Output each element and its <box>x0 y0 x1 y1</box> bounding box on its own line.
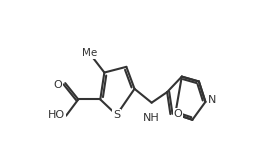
Text: S: S <box>113 110 120 120</box>
Text: HO: HO <box>48 110 65 120</box>
Text: NH: NH <box>143 113 160 123</box>
Text: O: O <box>174 109 182 119</box>
Text: Me: Me <box>82 48 97 58</box>
Text: N: N <box>208 95 216 105</box>
Text: O: O <box>53 80 62 90</box>
